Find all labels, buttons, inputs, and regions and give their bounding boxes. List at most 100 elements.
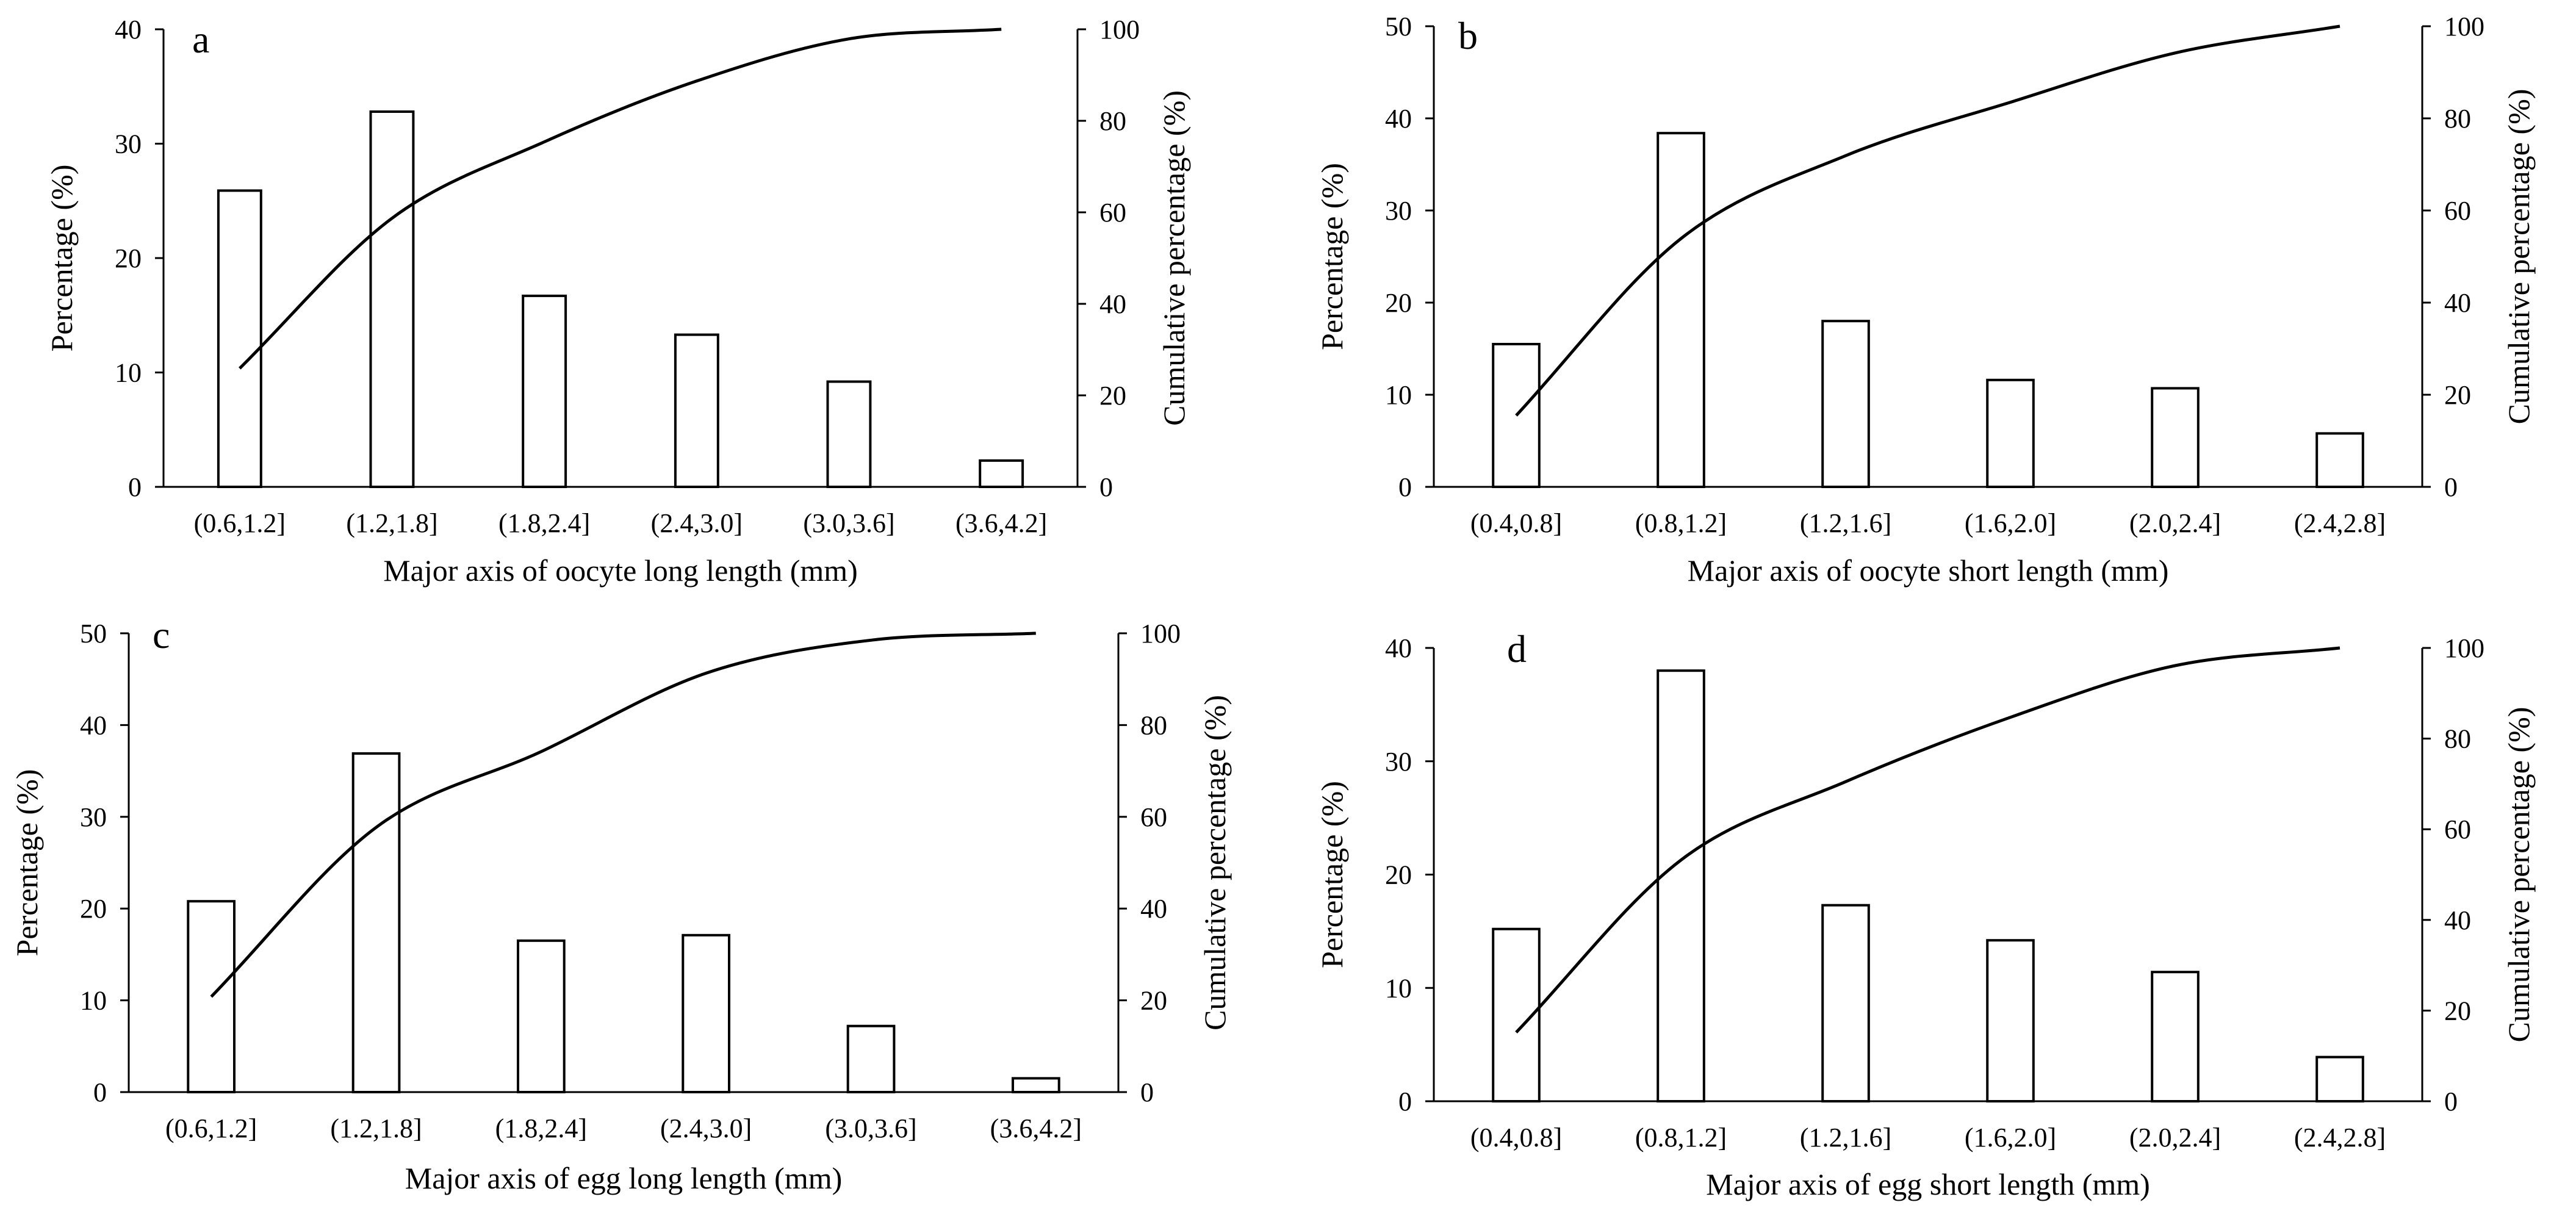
x-tick-label: (0.4,0.8] (1470, 1123, 1562, 1152)
y-axis-title-right: Cumulative percentage (%) (1198, 695, 1232, 1030)
bar (826, 380, 872, 488)
x-axis-title: Major axis of oocyte long length (mm) (383, 553, 858, 588)
x-tick-label: (2.4,2.8] (2294, 508, 2386, 538)
x-tick-label: (2.0,2.4] (2129, 1123, 2221, 1152)
x-tick-label: (1.2,1.6] (1800, 1123, 1891, 1152)
left-tick-label: 0 (93, 1077, 107, 1107)
x-tick-label: (1.2,1.6] (1800, 508, 1891, 538)
bar (682, 933, 731, 1094)
right-tick-label: 80 (2444, 104, 2471, 134)
cumulative-line (210, 631, 1036, 998)
right-tick-label: 0 (1099, 472, 1113, 502)
x-axis-title: Major axis of oocyte short length (mm) (1688, 553, 2169, 588)
left-tick-label: 40 (1385, 633, 1412, 663)
left-tick-label: 10 (80, 986, 107, 1016)
bar (2315, 432, 2364, 489)
bar (369, 110, 415, 488)
right-tick-label: 0 (1140, 1077, 1154, 1107)
x-tick-label: (0.4,0.8] (1470, 508, 1562, 538)
right-tick-label: 80 (1099, 106, 1126, 136)
y-axis-title-left: Percentage (%) (1315, 163, 1349, 350)
right-tick-label: 0 (2444, 1087, 2458, 1117)
right-tick-label: 40 (1099, 289, 1126, 319)
left-tick-label: 30 (1385, 196, 1412, 226)
bar (517, 939, 566, 1094)
left-tick-label: 0 (128, 472, 142, 502)
right-tick-label: 60 (2444, 814, 2471, 844)
left-tick-label: 30 (80, 802, 107, 832)
left-tick-label: 50 (80, 619, 107, 649)
right-tick-label: 80 (2444, 724, 2471, 754)
panel-letter: b (1458, 14, 1478, 57)
x-tick-label: (0.6,1.2] (165, 1113, 257, 1143)
x-tick-label: (1.2,1.8] (346, 508, 437, 538)
x-tick-label: (2.0,2.4] (2129, 508, 2221, 538)
panel-letter: a (192, 18, 209, 61)
x-tick-label: (2.4,2.8] (2294, 1123, 2386, 1152)
x-tick-label: (0.6,1.2] (194, 508, 286, 538)
right-tick-label: 100 (2444, 633, 2484, 663)
y-axis-title-left: Percentage (%) (1315, 781, 1349, 968)
x-tick-label: (0.8,1.2] (1635, 508, 1727, 538)
bar (846, 1024, 896, 1093)
bar (2151, 971, 2200, 1102)
right-tick-label: 40 (2444, 905, 2471, 935)
left-tick-label: 10 (1385, 380, 1412, 410)
x-tick-label: (2.4,3.0] (660, 1113, 752, 1143)
bar (1821, 320, 1870, 488)
left-tick-label: 10 (115, 358, 142, 388)
left-tick-label: 50 (1385, 12, 1412, 41)
x-tick-label: (3.0,3.6] (825, 1113, 916, 1143)
bar (2315, 1055, 2364, 1102)
x-tick-label: (3.0,3.6] (803, 508, 894, 538)
bar (674, 333, 719, 488)
x-axis-title: Major axis of egg short length (mm) (1706, 1167, 2150, 1201)
y-axis-title-right: Cumulative percentage (%) (2502, 707, 2536, 1043)
right-tick-label: 100 (2444, 12, 2484, 41)
panel-letter: c (153, 613, 170, 656)
right-tick-label: 60 (1140, 802, 1167, 832)
y-axis-title-right: Cumulative percentage (%) (1157, 90, 1191, 426)
right-tick-label: 100 (1140, 619, 1181, 649)
x-tick-label: (1.6,2.0] (1965, 508, 2056, 538)
y-axis-title-left: Percentage (%) (10, 769, 44, 957)
bar (979, 459, 1024, 489)
y-axis-title-left: Percentage (%) (45, 165, 79, 352)
right-tick-label: 100 (1099, 15, 1140, 45)
left-tick-label: 40 (80, 710, 107, 740)
bar (2151, 387, 2200, 489)
right-tick-label: 20 (1140, 986, 1167, 1016)
panel-b: 0 10 20 30 40 50 0 20 40 60 80 100 (0.4,0.8] (0.8,1.2… (1315, 12, 2536, 588)
left-tick-label: 20 (1385, 288, 1412, 318)
right-tick-label: 20 (1099, 381, 1126, 411)
cumulative-line (239, 27, 1002, 370)
right-tick-label: 40 (2444, 288, 2471, 318)
left-tick-label: 0 (1398, 472, 1412, 502)
panel-a: 0 10 20 30 40 0 20 40 60 80 100 (0.6,1.2] (1.2,1.8] (… (45, 15, 1191, 588)
x-axis-title: Major axis of egg long length (mm) (405, 1161, 843, 1195)
panel-c: 0 10 20 30 40 50 0 20 40 60 80 100 (0.6,1.2] (1.2,1.8… (10, 613, 1232, 1195)
bar (1657, 669, 1705, 1102)
x-tick-label: (2.4,3.0] (651, 508, 743, 538)
bar (1986, 378, 2035, 488)
right-tick-label: 80 (1140, 710, 1167, 740)
right-tick-label: 20 (2444, 996, 2471, 1026)
x-tick-label: (3.6,4.2] (990, 1113, 1082, 1143)
panel-letter: d (1507, 627, 1527, 671)
bar (522, 294, 567, 488)
x-tick-label: (1.2,1.8] (330, 1113, 422, 1143)
left-tick-label: 20 (1385, 860, 1412, 890)
left-tick-label: 30 (1385, 747, 1412, 777)
bar (351, 752, 401, 1093)
bar (217, 189, 262, 488)
cumulative-line (1515, 646, 2340, 1034)
x-tick-label: (1.8,2.4] (495, 1113, 587, 1143)
x-tick-label: (3.6,4.2] (955, 508, 1047, 538)
left-tick-label: 0 (1398, 1087, 1412, 1117)
bar (1012, 1077, 1060, 1094)
panel-d: 0 10 20 30 40 0 20 40 60 80 100 (0.4,0.8] (0.8,1.2] (… (1315, 627, 2536, 1201)
left-tick-label: 20 (80, 894, 107, 924)
right-tick-label: 20 (2444, 380, 2471, 410)
bar (1986, 939, 2035, 1102)
